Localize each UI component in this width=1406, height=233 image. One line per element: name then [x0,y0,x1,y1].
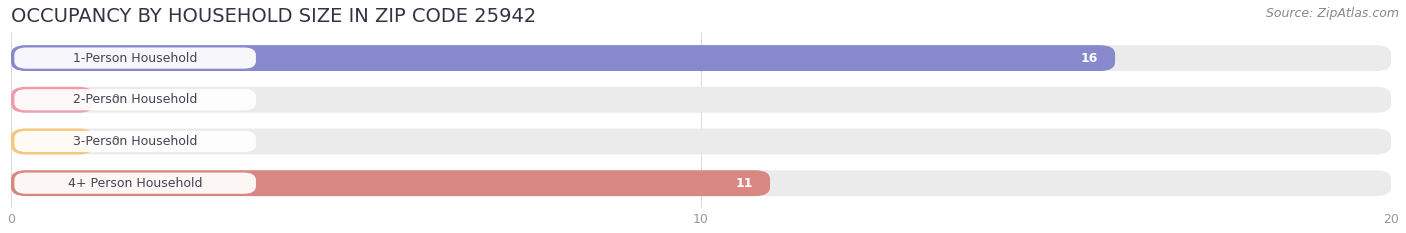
Text: Source: ZipAtlas.com: Source: ZipAtlas.com [1265,7,1399,20]
FancyBboxPatch shape [11,170,1391,196]
Text: 1-Person Household: 1-Person Household [73,51,197,65]
Text: 16: 16 [1080,51,1098,65]
FancyBboxPatch shape [14,48,256,69]
FancyBboxPatch shape [14,89,256,110]
Text: 0: 0 [111,135,120,148]
FancyBboxPatch shape [11,87,1391,113]
Text: 3-Person Household: 3-Person Household [73,135,197,148]
Text: 11: 11 [735,177,752,190]
Text: 4+ Person Household: 4+ Person Household [67,177,202,190]
Text: 2-Person Household: 2-Person Household [73,93,197,106]
FancyBboxPatch shape [11,170,770,196]
FancyBboxPatch shape [11,129,1391,154]
FancyBboxPatch shape [14,173,256,194]
Text: OCCUPANCY BY HOUSEHOLD SIZE IN ZIP CODE 25942: OCCUPANCY BY HOUSEHOLD SIZE IN ZIP CODE … [11,7,536,26]
FancyBboxPatch shape [11,87,94,113]
FancyBboxPatch shape [11,45,1115,71]
FancyBboxPatch shape [11,129,94,154]
FancyBboxPatch shape [14,131,256,152]
FancyBboxPatch shape [11,45,1391,71]
Text: 0: 0 [111,93,120,106]
